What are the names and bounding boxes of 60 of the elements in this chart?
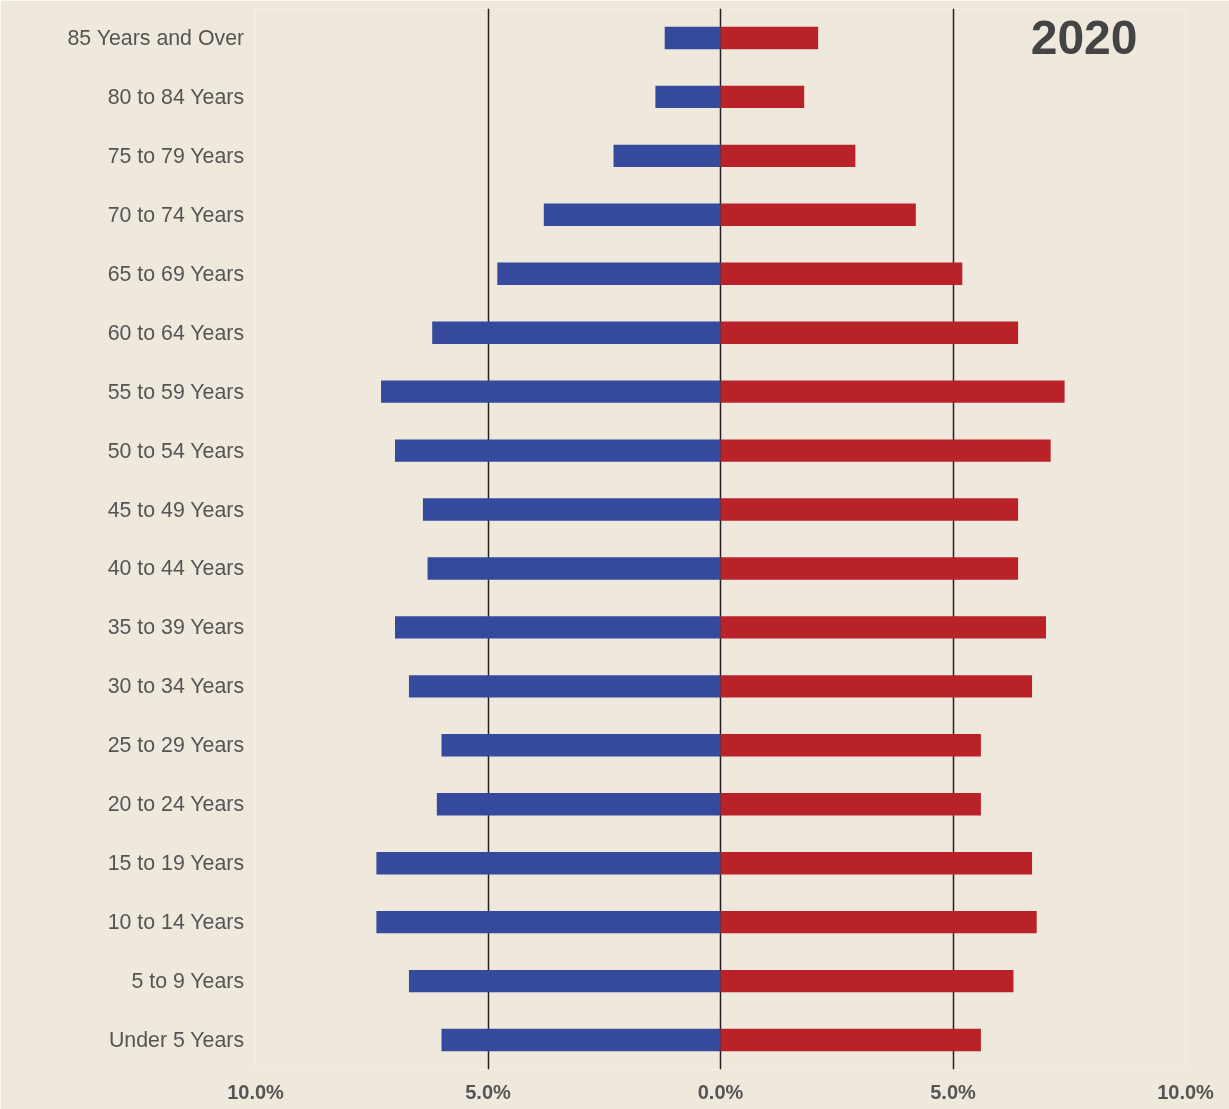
y-tick-label: 65 to 69 Years [107,261,245,286]
bar [720,439,1051,462]
bar [720,26,819,50]
bar [441,1028,721,1052]
y-tick-label: 40 to 44 Years [107,556,245,581]
bar [720,910,1037,934]
y-tick-label: 30 to 34 Years [107,674,245,699]
bar [720,734,981,757]
bar [441,734,721,757]
bar [427,557,721,580]
bar [720,85,805,109]
y-tick-label: 70 to 74 Years [107,202,245,227]
x-tick-label: 10.0% [1157,1080,1215,1103]
y-tick-label: 75 to 79 Years [107,143,245,168]
y-tick-label: 5 to 9 Years [131,969,245,994]
y-tick-label: 20 to 24 Years [107,792,245,817]
y-tick-label: 15 to 19 Years [107,851,245,876]
bar [655,85,721,109]
bar [664,26,721,50]
bar [720,616,1046,639]
bar [408,969,721,993]
y-tick-label: 10 to 14 Years [107,910,245,935]
y-tick-label: 85 Years and Over [67,25,245,50]
bar [720,203,916,227]
y-tick-label: 25 to 29 Years [107,733,245,758]
bar [720,851,1033,875]
bar [395,439,721,462]
chart-title: 2020 [1030,10,1138,64]
bar [720,793,981,816]
bar [720,262,963,285]
bar [720,1028,981,1052]
bar [436,793,721,816]
y-tick-label: 60 to 64 Years [107,320,245,345]
y-tick-label: Under 5 Years [108,1028,245,1053]
bar [422,498,721,521]
bar [408,675,721,698]
bar [720,321,1019,344]
y-tick-label: 50 to 54 Years [107,438,245,463]
bar [720,969,1014,993]
bar [376,910,721,934]
bar [613,144,721,168]
bar [376,851,721,875]
y-tick-label: 35 to 39 Years [107,615,245,640]
x-tick-label: 0.0% [697,1080,744,1103]
bar [543,203,721,227]
x-tick-label: 5.0% [930,1080,977,1103]
bar [497,262,721,285]
y-tick-label: 55 to 59 Years [107,379,245,404]
x-tick-label: 5.0% [465,1080,512,1103]
bar [395,616,721,639]
y-tick-label: 80 to 84 Years [107,84,245,109]
bar [720,144,856,168]
bar [720,557,1019,580]
bar [720,675,1033,698]
x-tick-label: 10.0% [227,1080,285,1103]
y-tick-label: 45 to 49 Years [107,497,245,522]
bar [720,498,1019,521]
bar [381,380,721,403]
bar [432,321,721,344]
bar [720,380,1065,403]
